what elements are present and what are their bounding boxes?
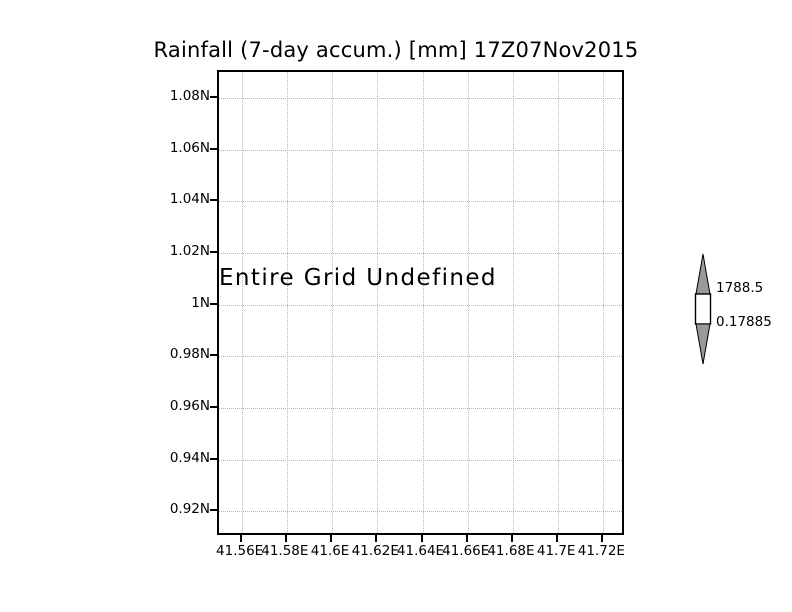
plot-frame	[217, 70, 624, 535]
y-axis-tick-label: 1N	[191, 294, 210, 311]
x-axis-tick	[375, 535, 378, 542]
colorbar-upper-arrow	[695, 253, 711, 295]
gridline-vertical	[422, 72, 424, 533]
page-title: Rainfall (7-day accum.) [mm] 17Z07Nov201…	[153, 38, 639, 62]
x-axis-tick-label: 41.58E	[261, 543, 309, 559]
y-axis-tick-label: 1.02N	[169, 242, 210, 259]
y-axis-tick-label: 1.06N	[169, 139, 210, 156]
colorbar-max-label: 1788.5	[716, 280, 764, 296]
y-axis-tick-label: 0.98N	[169, 346, 210, 363]
y-axis-tick	[210, 147, 218, 150]
gridline-vertical	[512, 72, 514, 533]
x-axis-tick	[239, 535, 242, 542]
gridline-vertical	[467, 72, 469, 533]
gridline-vertical	[241, 72, 243, 533]
y-axis-tick	[210, 354, 218, 357]
gridline-horizontal	[219, 201, 622, 203]
x-axis-tick-label: 41.64E	[396, 543, 445, 559]
gridline-horizontal	[219, 459, 622, 461]
x-axis-tick-label: 41.7E	[536, 543, 576, 559]
y-axis-tick	[210, 405, 218, 408]
gridline-vertical	[286, 72, 288, 533]
y-axis-labels: 1.08N 1.06N 1.04N 1.02N 1N 0.98N 0.96N 0.94N 0.9…	[148, 0, 210, 612]
y-axis-tick	[210, 250, 218, 253]
x-axis-tick	[465, 535, 468, 542]
colorbar-icon	[694, 253, 712, 365]
gridline-vertical	[332, 72, 334, 533]
x-axis-tick-label: 41.72E	[577, 543, 625, 559]
y-axis-tick	[210, 509, 218, 512]
gridline-vertical	[603, 72, 605, 533]
gridline-horizontal	[219, 252, 622, 254]
y-axis-tick	[210, 457, 218, 460]
y-axis-tick	[210, 199, 218, 202]
y-axis-tick-label: 1.04N	[169, 191, 210, 208]
x-axis-tick	[420, 535, 423, 542]
gridline-vertical	[558, 72, 560, 533]
y-axis-tick-label: 1.08N	[169, 87, 210, 104]
x-axis-tick-label: 41.68E	[487, 543, 535, 559]
colorbar-legend: 1788.5 0.17885	[690, 252, 790, 366]
colorbar-lower-arrow	[695, 323, 711, 365]
x-axis-tick	[330, 535, 333, 542]
gridline-horizontal	[219, 511, 622, 513]
y-axis-tick	[210, 95, 218, 98]
x-axis-tick-label: 41.56E	[216, 543, 264, 559]
plot-area	[219, 72, 622, 533]
colorbar-min-label: 0.17885	[716, 314, 772, 330]
y-axis-tick-label: 0.96N	[169, 397, 210, 414]
y-axis-tick-label: 0.94N	[169, 449, 210, 466]
colorbar-band	[694, 293, 712, 325]
x-axis-tick-label: 41.6E	[310, 543, 350, 559]
gridline-horizontal	[219, 407, 622, 409]
x-axis-tick-label: 41.62E	[351, 543, 399, 559]
x-axis-tick-label: 41.66E	[442, 543, 490, 559]
x-axis-tick	[284, 535, 287, 542]
y-axis-tick	[210, 302, 218, 305]
gridline-horizontal	[219, 356, 622, 358]
gridline-vertical	[377, 72, 379, 533]
grid-undefined-message: Entire Grid Undefined	[219, 265, 497, 291]
x-axis-tick	[556, 535, 559, 542]
gridline-horizontal	[219, 304, 622, 306]
gridline-horizontal	[219, 97, 622, 99]
x-axis-tick	[601, 535, 604, 542]
gridline-horizontal	[219, 149, 622, 151]
y-axis-tick-label: 0.92N	[169, 501, 210, 518]
x-axis-tick	[510, 535, 513, 542]
